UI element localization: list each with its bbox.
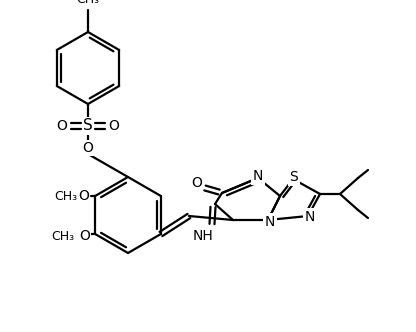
Text: N: N	[253, 169, 263, 183]
Text: O: O	[57, 119, 67, 133]
Text: N: N	[265, 215, 275, 229]
Text: S: S	[290, 170, 298, 184]
Text: CH₃: CH₃	[54, 190, 77, 203]
Text: O: O	[82, 141, 94, 155]
Text: O: O	[109, 119, 119, 133]
Text: O: O	[78, 189, 89, 203]
Text: CH₃: CH₃	[51, 229, 74, 242]
Text: N: N	[305, 210, 315, 224]
Text: O: O	[79, 229, 90, 243]
Text: S: S	[83, 119, 93, 133]
Text: O: O	[191, 176, 203, 190]
Text: CH₃: CH₃	[77, 0, 99, 6]
Text: NH: NH	[193, 229, 213, 243]
